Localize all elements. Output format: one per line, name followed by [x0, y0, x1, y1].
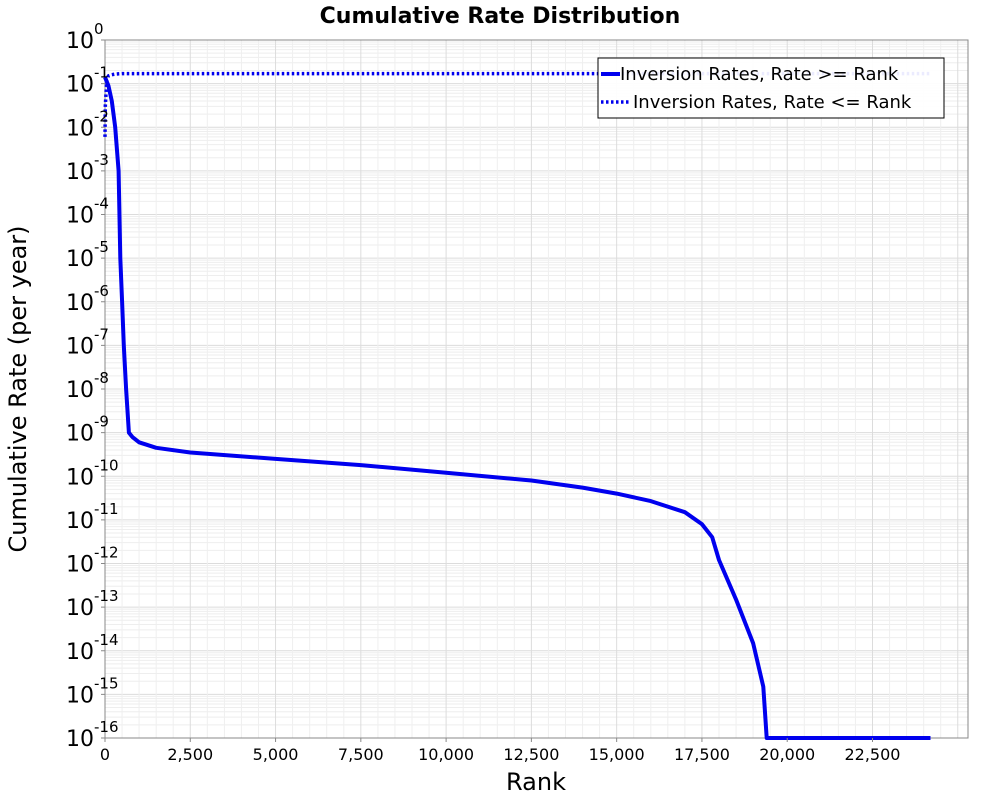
y-tick-label: 10-9	[66, 413, 109, 447]
series-line-rate-le-rank	[103, 71, 931, 137]
series-line-rate-ge-rank	[103, 76, 931, 740]
x-tick-label: 0	[100, 745, 110, 764]
x-tick-label: 20,000	[759, 745, 815, 764]
x-tick-label: 22,500	[844, 745, 900, 764]
x-tick-label: 7,500	[338, 745, 384, 764]
x-tick-label: 17,500	[674, 745, 730, 764]
series-layer	[103, 71, 931, 740]
chart-title: Cumulative Rate Distribution	[320, 4, 681, 29]
y-tick-label: 100	[66, 20, 104, 54]
y-tick-label: 10-1	[66, 64, 109, 98]
y-tick-label: 10-11	[66, 500, 119, 534]
y-tick-label: 10-4	[66, 195, 109, 229]
y-axis-title: Cumulative Rate (per year)	[4, 225, 32, 552]
y-axis-ticks: 100 10-1 10-2 10-3 10-4 10-5 10-6 10-7 10-8 10-9 1…	[66, 20, 119, 752]
y-tick-label: 10-8	[66, 369, 109, 403]
x-axis-title: Rank	[506, 768, 566, 796]
y-tick-label: 10-12	[66, 544, 119, 578]
x-tick-label: 2,500	[167, 745, 213, 764]
grid	[105, 40, 968, 739]
y-tick-label: 10-7	[66, 325, 109, 359]
x-tick-label: 5,000	[253, 745, 299, 764]
x-tick-label: 10,000	[418, 745, 474, 764]
y-tick-label: 10-5	[66, 238, 109, 272]
x-tick-label: 12,500	[503, 745, 559, 764]
y-tick-label: 10-6	[66, 282, 109, 316]
y-tick-label: 10-16	[66, 718, 119, 752]
y-tick-label: 10-14	[66, 631, 119, 665]
y-tick-label: 10-3	[66, 151, 109, 185]
x-axis-ticks: 0 2,500 5,000 7,500 10,000 12,500 15,000 17,500…	[100, 738, 900, 764]
x-tick-label: 15,000	[589, 745, 645, 764]
legend-label-rate-ge-rank: Inversion Rates, Rate >= Rank	[620, 64, 899, 85]
y-tick-label: 10-13	[66, 587, 119, 621]
y-tick-label: 10-2	[66, 107, 109, 141]
y-tick-label: 10-15	[66, 674, 119, 708]
y-tick-label: 10-10	[66, 456, 119, 490]
legend-label-rate-le-rank: Inversion Rates, Rate <= Rank	[633, 92, 912, 113]
legend-box	[597, 57, 945, 119]
legend: Inversion Rates, Rate >= Rank Inversion …	[597, 57, 945, 119]
